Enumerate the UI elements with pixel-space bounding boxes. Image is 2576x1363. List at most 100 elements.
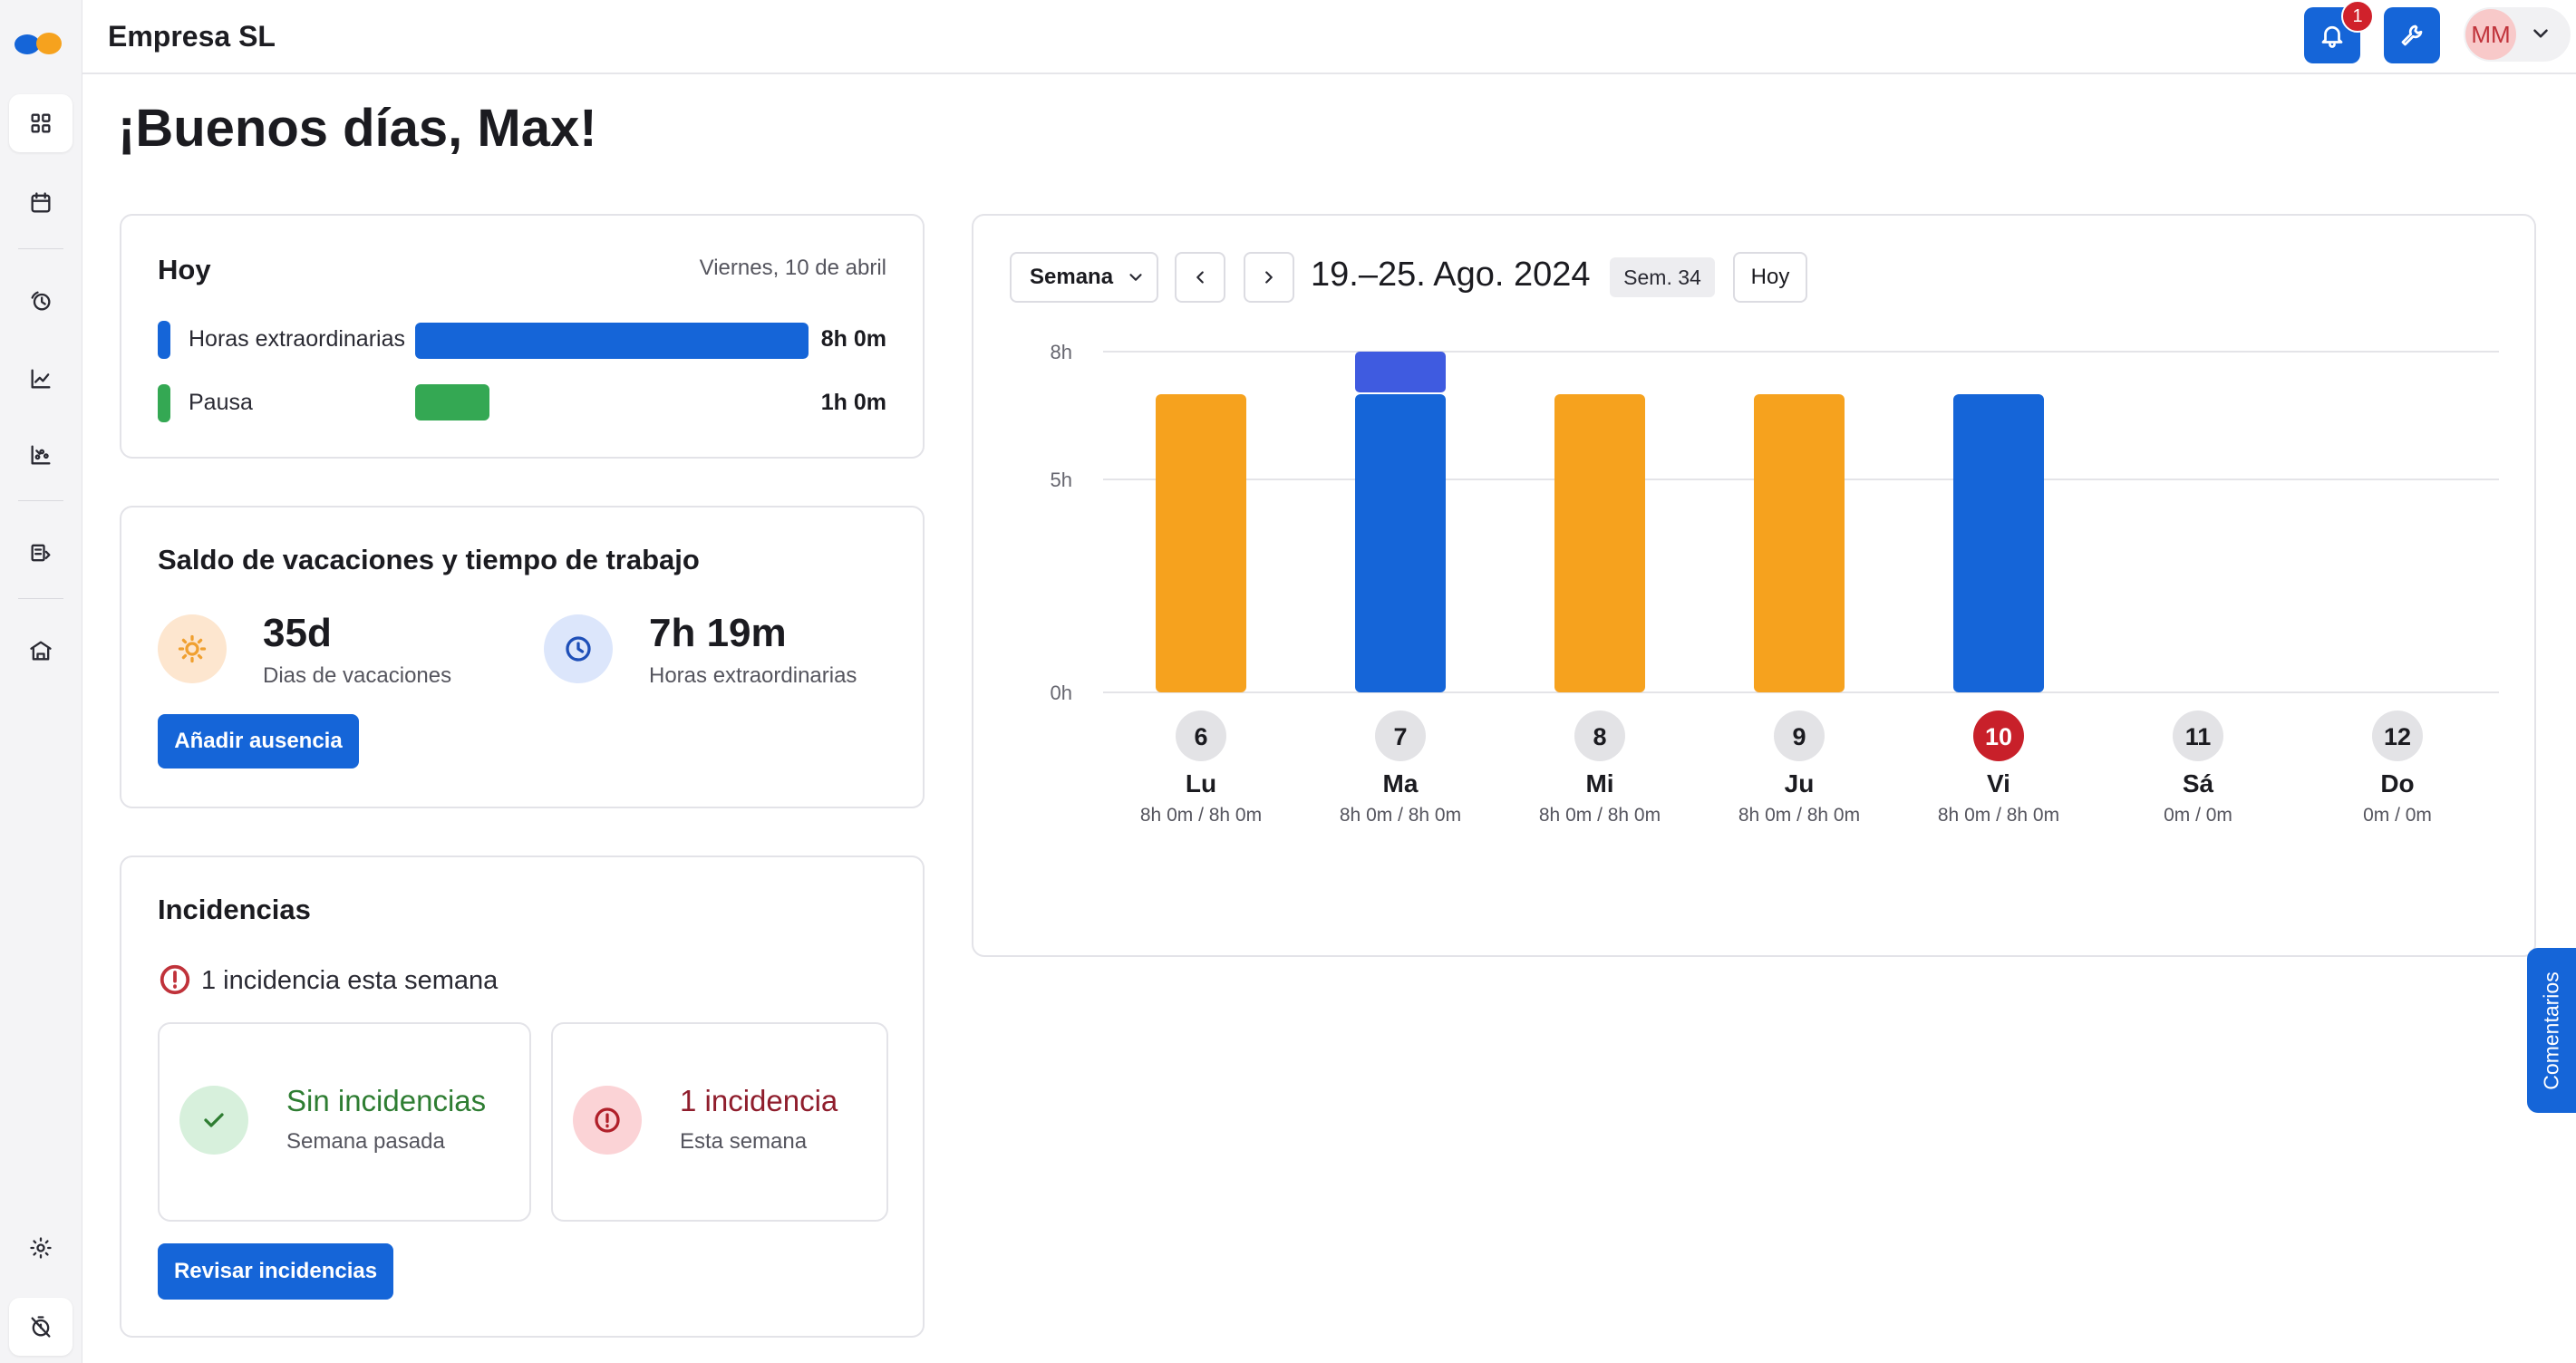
sidebar-calendar[interactable] [9, 174, 73, 232]
review-incidents-button[interactable]: Revisar incidencias [158, 1243, 393, 1300]
day-number-circle [1774, 710, 1825, 761]
day-hours: 8h 0m / 8h 0m [1938, 805, 2059, 826]
bar-Lu [1156, 394, 1246, 692]
last-week-title: Sin incidencias [286, 1084, 487, 1117]
today-button[interactable]: Hoy [1733, 252, 1807, 303]
vacation-value: 35d [263, 611, 332, 655]
today-card: Hoy Viernes, 10 de abril Horas extraordi… [120, 214, 925, 459]
overtime-balance-value: 7h 19m [649, 611, 787, 655]
day-label: Vi [1987, 769, 2010, 798]
day-number-circle [1375, 710, 1426, 761]
wrench-icon [2401, 24, 2423, 46]
day-number: 10 [1985, 723, 2012, 750]
tools-button[interactable] [2384, 7, 2440, 63]
next-week-button[interactable] [1244, 252, 1294, 303]
incidents-summary: 1 incidencia esta semana [201, 966, 499, 995]
this-week-sub: Esta semana [680, 1129, 808, 1154]
top-header: Empresa SL [82, 0, 2576, 74]
day-hours: 8h 0m / 8h 0m [1140, 805, 1262, 826]
bar-Ju [1754, 394, 1845, 692]
break-label: Pausa [189, 390, 253, 415]
clock-icon [566, 636, 591, 662]
balance-card: Saldo de vacaciones y tiempo de trabajo … [120, 506, 925, 808]
incidents-title: Incidencias [158, 894, 311, 925]
day-hours: 8h 0m / 8h 0m [1539, 805, 1661, 826]
chevron-left-icon [1196, 271, 1204, 284]
break-marker [158, 384, 170, 422]
day-label: Sá [2183, 769, 2214, 798]
bar-Vi [1953, 394, 2044, 692]
week-badge: Sem. 34 [1610, 257, 1715, 297]
sidebar-divider [18, 500, 63, 501]
scatter-chart-icon [31, 445, 51, 465]
day-hours: 0m / 0m [2363, 805, 2432, 826]
chevron-down-icon [2533, 29, 2548, 38]
timer-off-icon [31, 1316, 51, 1338]
sidebar-reports[interactable] [9, 350, 73, 408]
check-icon-wrap [179, 1086, 248, 1155]
bell-icon [2321, 25, 2343, 48]
clock-history-icon [31, 291, 51, 311]
user-menu-chevron[interactable] [2529, 22, 2552, 45]
last-week-sub: Semana pasada [286, 1129, 445, 1154]
day-number: 7 [1393, 723, 1407, 750]
week-chart: 8h 5h 0h 6 Lu 8h 0m / 8h 0m 7 Ma 8h 0m / 8h 0m 8 M… [1051, 341, 2499, 826]
bar-Ma [1355, 394, 1446, 692]
date-range: 19.–25. Ago. 2024 [1311, 256, 1591, 294]
sidebar-documents[interactable] [9, 524, 73, 582]
sidebar-settings[interactable] [9, 1219, 73, 1277]
sidebar-company[interactable] [9, 622, 73, 680]
avatar[interactable]: MM [2465, 9, 2516, 60]
chevron-right-icon [1265, 271, 1273, 284]
day-label: Lu [1186, 769, 1216, 798]
break-bar [415, 384, 489, 420]
sidebar [0, 0, 82, 1363]
alert-icon-wrap [573, 1086, 642, 1155]
building-icon [30, 641, 52, 661]
last-week-card[interactable]: Sin incidencias Semana pasada [158, 1022, 531, 1222]
gear-icon [30, 1237, 52, 1259]
bar-Mi [1554, 394, 1645, 692]
y-tick-label: 8h [1051, 341, 1072, 363]
document-edit-icon [31, 544, 51, 562]
today-date: Viernes, 10 de abril [699, 256, 886, 280]
overtime-balance-label: Horas extraordinarias [649, 663, 857, 688]
day-number: 12 [2384, 723, 2411, 750]
overtime-label: Horas extraordinarias [189, 326, 405, 352]
page-title: ¡Buenos días, Max! [118, 99, 597, 158]
comments-tab[interactable]: Comentarios [2527, 948, 2576, 1113]
sidebar-time-tracking[interactable] [9, 272, 73, 330]
day-number: 9 [1792, 723, 1806, 750]
day-label: Do [2380, 769, 2414, 798]
day-number-circle [2372, 710, 2423, 761]
app-logo[interactable] [15, 33, 65, 54]
add-absence-button[interactable]: Añadir ausencia [158, 714, 359, 768]
day-number: 6 [1194, 723, 1207, 750]
day-number-circle [2173, 710, 2223, 761]
this-week-title: 1 incidencia [680, 1084, 838, 1117]
y-tick-label: 0h [1051, 682, 1072, 704]
day-label: Mi [1585, 769, 1613, 798]
this-week-card[interactable]: 1 incidencia Esta semana [551, 1022, 888, 1222]
overtime-icon-wrap [544, 614, 613, 683]
sun-icon [178, 634, 207, 663]
view-select-value: Semana [1030, 265, 1114, 289]
day-number-circle [1574, 710, 1625, 761]
y-tick-label: 5h [1051, 469, 1072, 491]
day-number-circle [1973, 710, 2024, 761]
incidents-card: Incidencias 1 incidencia esta semana Sin… [120, 856, 925, 1338]
vacation-icon-wrap [158, 614, 227, 683]
overtime-value: 8h 0m [820, 326, 886, 352]
view-select[interactable]: Semana [1010, 252, 1158, 303]
sidebar-analytics[interactable] [9, 426, 73, 484]
overtime-bar [415, 323, 809, 359]
sidebar-dashboard[interactable] [9, 94, 73, 152]
check-icon [204, 1113, 224, 1127]
vacation-label: Dias de vacaciones [263, 663, 452, 688]
sidebar-divider [18, 248, 63, 249]
today-title: Hoy [158, 254, 211, 285]
previous-week-button[interactable] [1175, 252, 1225, 303]
sidebar-timer-off[interactable] [9, 1298, 73, 1356]
company-name: Empresa SL [108, 20, 276, 53]
balance-title: Saldo de vacaciones y tiempo de trabajo [158, 544, 700, 575]
